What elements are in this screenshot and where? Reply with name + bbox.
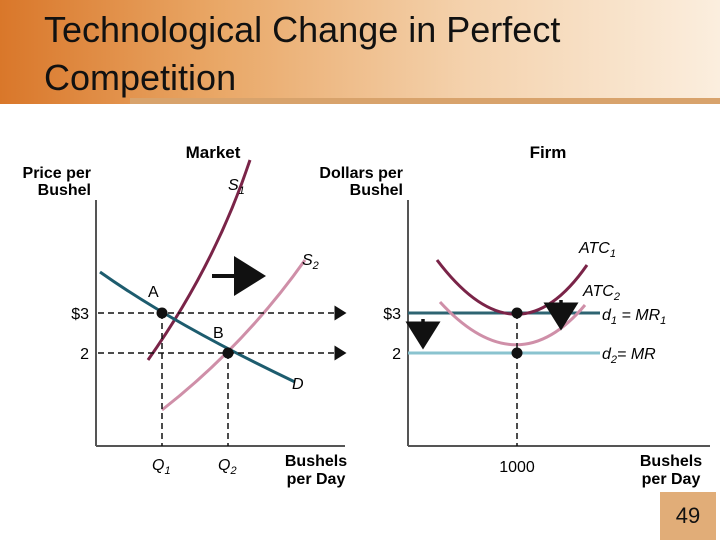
supply-1-label: S1: [228, 177, 245, 197]
market-y-axis-label-line1: Price per: [23, 165, 91, 182]
firm-price-high-label: $3: [383, 306, 401, 323]
market-x-axis-label-line2: per Day: [287, 471, 346, 488]
supply-2-label: S2: [302, 252, 319, 272]
atc-2-label: ATC2: [582, 283, 620, 303]
title-bar: [0, 0, 720, 104]
market-quantity-1-label: Q1: [152, 457, 171, 477]
demand-label: D: [292, 376, 304, 393]
market-quantity-2-label: Q2: [218, 457, 237, 477]
slide-title: Technological Change in Perfect Competit…: [44, 9, 561, 98]
firm-x-axis-label-line2: per Day: [642, 471, 701, 488]
point-a-label: A: [148, 284, 159, 301]
supply-curve-2: [161, 259, 307, 412]
equilibrium-point-a: [156, 307, 168, 319]
d2-mr-label: d2= MR: [602, 346, 656, 366]
firm-point-low: [511, 347, 523, 359]
title-rule: [130, 98, 720, 104]
atc-curve-2: [438, 300, 587, 347]
demand-curve: [99, 270, 296, 384]
supply-curve-1: [146, 159, 252, 361]
market-price-low-label: 2: [80, 346, 89, 363]
equilibrium-point-b: [222, 347, 234, 359]
firm-point-high: [511, 307, 523, 319]
point-b-label: B: [213, 325, 224, 342]
firm-y-axis-label-line1: Dollars per: [319, 165, 403, 182]
firm-quantity-label: 1000: [499, 459, 535, 476]
firm-y-axis-label-line2: Bushel: [350, 182, 403, 199]
atc-curve-1: [435, 259, 589, 316]
firm-price-low-label: 2: [392, 346, 401, 363]
d1-mr1-label: d1 = MR1: [602, 307, 666, 327]
market-y-axis-label-line2: Bushel: [38, 182, 91, 199]
page-number-box: 49: [660, 492, 716, 540]
atc-1-label: ATC1: [578, 240, 616, 260]
firm-heading: Firm: [530, 143, 567, 162]
firm-x-axis-label-line1: Bushels: [640, 453, 702, 470]
market-heading: Market: [186, 143, 241, 162]
market-price-high-label: $3: [71, 306, 89, 323]
market-x-axis-label-line1: Bushels: [285, 453, 347, 470]
page-number: 49: [675, 503, 701, 528]
